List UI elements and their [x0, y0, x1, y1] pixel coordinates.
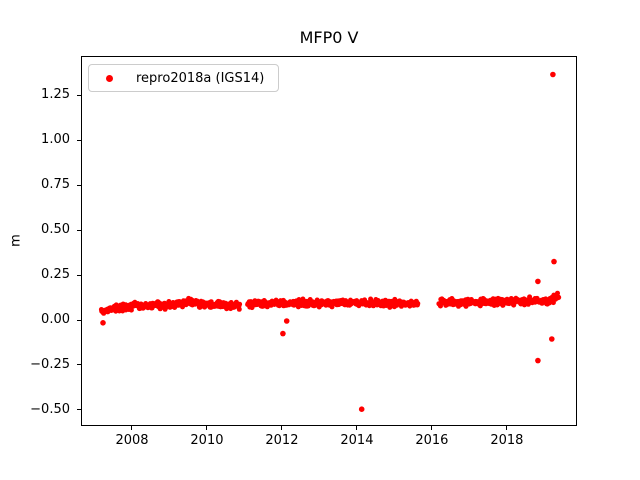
- y-tick-mark: [77, 229, 81, 231]
- y-tick-label: 0.00: [41, 312, 70, 327]
- y-tick-mark: [77, 409, 81, 411]
- legend-marker-icon: [106, 74, 113, 82]
- data-point: [415, 301, 421, 306]
- x-tick-label: 2018: [490, 433, 524, 448]
- x-tick-label: 2016: [415, 433, 449, 448]
- y-tick-label: 1.25: [41, 87, 70, 103]
- legend: repro2018a (IGS14): [88, 64, 279, 92]
- plot-area: repro2018a (IGS14): [81, 56, 577, 426]
- legend-label: repro2018a (IGS14): [136, 70, 265, 86]
- x-tick-mark: [431, 426, 433, 430]
- y-tick-mark: [77, 274, 81, 276]
- y-tick-label: 1.00: [41, 132, 70, 148]
- y-tick-label: −0.25: [30, 356, 70, 372]
- data-point: [549, 336, 555, 342]
- data-point: [550, 71, 556, 78]
- x-tick-label: 2014: [340, 433, 374, 448]
- scatter-points: [98, 71, 562, 413]
- x-tick-mark: [131, 426, 133, 430]
- y-tick-mark: [77, 184, 81, 186]
- data-point: [535, 357, 541, 364]
- y-tick-label: 0.75: [41, 177, 70, 193]
- y-tick-mark: [77, 139, 81, 141]
- x-tick-label: 2012: [265, 433, 299, 448]
- x-tick-mark: [281, 426, 283, 430]
- x-tick-mark: [356, 426, 358, 430]
- data-point: [551, 258, 557, 265]
- x-tick-label: 2010: [190, 433, 224, 448]
- data-point: [236, 306, 242, 312]
- x-tick-mark: [506, 426, 508, 430]
- data-point: [237, 301, 243, 307]
- y-axis-label: m: [8, 234, 24, 247]
- y-tick-label: −0.50: [30, 401, 70, 417]
- data-point: [283, 318, 290, 324]
- chart-title: MFP0 V: [299, 28, 359, 47]
- y-tick-label: 0.25: [41, 267, 70, 282]
- x-tick-mark: [206, 426, 208, 430]
- y-tick-mark: [77, 94, 81, 96]
- data-point: [100, 320, 106, 326]
- x-tick-label: 2008: [115, 433, 149, 448]
- data-point: [280, 330, 286, 337]
- y-tick-mark: [77, 364, 81, 366]
- data-point: [358, 406, 365, 413]
- y-tick-label: 0.50: [41, 222, 70, 238]
- data-point: [556, 294, 562, 300]
- y-tick-mark: [77, 319, 81, 321]
- data-point: [535, 278, 541, 285]
